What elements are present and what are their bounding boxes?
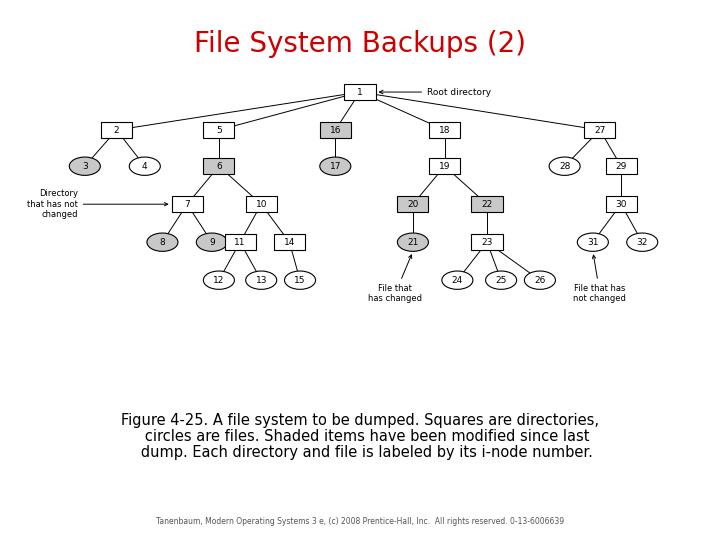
Text: 30: 30 <box>616 200 627 208</box>
Text: File that
has changed: File that has changed <box>368 255 422 303</box>
Text: Root directory: Root directory <box>379 87 491 97</box>
Ellipse shape <box>197 233 228 251</box>
Text: 18: 18 <box>439 125 451 134</box>
Text: Tanenbaum, Modern Operating Systems 3 e, (c) 2008 Prentice-Hall, Inc.  All right: Tanenbaum, Modern Operating Systems 3 e,… <box>156 517 564 526</box>
Text: 16: 16 <box>330 125 341 134</box>
Text: File that has
not changed: File that has not changed <box>573 255 626 303</box>
Text: 22: 22 <box>482 200 492 208</box>
Ellipse shape <box>320 157 351 176</box>
Text: 31: 31 <box>587 238 598 247</box>
Text: 8: 8 <box>160 238 166 247</box>
Text: 25: 25 <box>495 276 507 285</box>
Text: Figure 4-25. A file system to be dumped. Squares are directories,: Figure 4-25. A file system to be dumped.… <box>121 413 599 428</box>
Text: 27: 27 <box>594 125 606 134</box>
Text: 5: 5 <box>216 125 222 134</box>
Text: 14: 14 <box>284 238 295 247</box>
Bar <box>171 196 202 212</box>
Text: 1: 1 <box>357 87 363 97</box>
Ellipse shape <box>203 271 235 289</box>
Ellipse shape <box>147 233 178 251</box>
Text: 4: 4 <box>142 161 148 171</box>
Text: 9: 9 <box>209 238 215 247</box>
Text: 15: 15 <box>294 276 306 285</box>
Text: 17: 17 <box>330 161 341 171</box>
Bar <box>203 122 235 138</box>
Text: 7: 7 <box>184 200 190 208</box>
Bar <box>606 196 636 212</box>
Bar <box>344 84 376 100</box>
Bar <box>320 122 351 138</box>
Bar <box>397 196 428 212</box>
Ellipse shape <box>442 271 473 289</box>
Text: 3: 3 <box>82 161 88 171</box>
Text: 29: 29 <box>616 161 626 171</box>
Ellipse shape <box>549 157 580 176</box>
Bar <box>472 196 503 212</box>
Text: Directory
that has not
changed: Directory that has not changed <box>27 190 168 219</box>
Text: 21: 21 <box>408 238 418 247</box>
Ellipse shape <box>69 157 100 176</box>
Text: dump. Each directory and file is labeled by its i-node number.: dump. Each directory and file is labeled… <box>127 446 593 461</box>
Bar <box>429 122 460 138</box>
Ellipse shape <box>284 271 315 289</box>
Text: 13: 13 <box>256 276 267 285</box>
Text: 26: 26 <box>534 276 546 285</box>
Text: 28: 28 <box>559 161 570 171</box>
Text: 24: 24 <box>451 276 463 285</box>
Text: 10: 10 <box>256 200 267 208</box>
Text: 23: 23 <box>482 238 492 247</box>
Text: File System Backups (2): File System Backups (2) <box>194 30 526 58</box>
Bar <box>472 234 503 250</box>
Text: 11: 11 <box>234 238 246 247</box>
Bar <box>203 158 235 174</box>
Ellipse shape <box>577 233 608 251</box>
Bar <box>246 196 276 212</box>
Ellipse shape <box>626 233 658 251</box>
Bar <box>429 158 460 174</box>
Text: circles are files. Shaded items have been modified since last: circles are files. Shaded items have bee… <box>131 429 589 444</box>
Bar <box>101 122 132 138</box>
Ellipse shape <box>524 271 555 289</box>
Ellipse shape <box>485 271 517 289</box>
Ellipse shape <box>130 157 161 176</box>
Text: 20: 20 <box>408 200 418 208</box>
Ellipse shape <box>246 271 276 289</box>
Bar <box>606 158 636 174</box>
Bar <box>274 234 305 250</box>
Text: 2: 2 <box>114 125 120 134</box>
Text: 12: 12 <box>213 276 225 285</box>
Text: 6: 6 <box>216 161 222 171</box>
Text: 32: 32 <box>636 238 648 247</box>
Bar <box>585 122 616 138</box>
Bar <box>225 234 256 250</box>
Ellipse shape <box>397 233 428 251</box>
Text: 19: 19 <box>439 161 451 171</box>
